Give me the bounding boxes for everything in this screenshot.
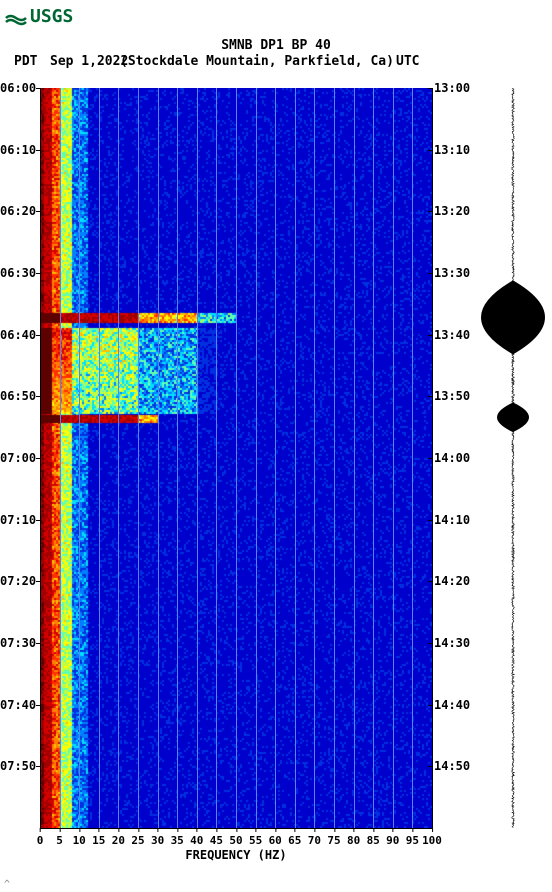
x-tick: 20 xyxy=(112,834,125,847)
x-tick: 75 xyxy=(327,834,340,847)
y-tick: 06:20 xyxy=(0,204,36,218)
x-tick: 25 xyxy=(131,834,144,847)
plot-border xyxy=(40,88,41,828)
logo-text: USGS xyxy=(30,6,73,27)
x-tick: 5 xyxy=(56,834,63,847)
x-tick: 0 xyxy=(37,834,44,847)
spectrogram-plot xyxy=(40,88,432,828)
x-tick: 30 xyxy=(151,834,164,847)
x-axis-label: FREQUENCY (HZ) xyxy=(40,848,432,862)
y-tick: 07:30 xyxy=(0,636,36,650)
usgs-logo: USGS xyxy=(4,4,73,28)
tz-right-label: UTC xyxy=(396,54,419,69)
y-tick: 06:40 xyxy=(0,328,36,342)
y-tick: 07:20 xyxy=(0,574,36,588)
x-tick: 90 xyxy=(386,834,399,847)
tz-left-label: PDT xyxy=(14,54,37,69)
location-label: (Stockdale Mountain, Parkfield, Ca) xyxy=(120,54,394,69)
y-tick: 06:10 xyxy=(0,143,36,157)
x-tick: 45 xyxy=(210,834,223,847)
x-tick: 65 xyxy=(288,834,301,847)
x-tick: 50 xyxy=(229,834,242,847)
y-tick: 07:10 xyxy=(0,513,36,527)
y-tick: 14:20 xyxy=(434,574,470,588)
y-tick: 07:40 xyxy=(0,698,36,712)
y-axis-left: 06:0006:1006:2006:3006:4006:5007:0007:10… xyxy=(0,88,40,828)
x-axis: 0510152025303540455055606570758085909510… xyxy=(40,830,432,850)
y-tick: 14:00 xyxy=(434,451,470,465)
x-tick: 10 xyxy=(73,834,86,847)
x-tick: 80 xyxy=(347,834,360,847)
x-tick: 40 xyxy=(190,834,203,847)
x-tick: 35 xyxy=(171,834,184,847)
x-tick: 85 xyxy=(367,834,380,847)
y-tick: 07:50 xyxy=(0,759,36,773)
x-tick: 95 xyxy=(406,834,419,847)
y-tick: 14:50 xyxy=(434,759,470,773)
x-tick: 100 xyxy=(422,834,442,847)
y-axis-right: 13:0013:1013:2013:3013:4013:5014:0014:10… xyxy=(434,88,474,828)
y-tick: 07:00 xyxy=(0,451,36,465)
y-tick: 13:50 xyxy=(434,389,470,403)
y-tick: 13:40 xyxy=(434,328,470,342)
y-tick: 06:00 xyxy=(0,81,36,95)
y-tick: 13:10 xyxy=(434,143,470,157)
seismogram-trace xyxy=(480,88,546,828)
y-tick: 14:10 xyxy=(434,513,470,527)
y-tick: 06:50 xyxy=(0,389,36,403)
y-tick: 14:40 xyxy=(434,698,470,712)
x-tick: 15 xyxy=(92,834,105,847)
x-tick: 70 xyxy=(308,834,321,847)
x-tick: 55 xyxy=(249,834,262,847)
y-tick: 13:00 xyxy=(434,81,470,95)
y-tick: 14:30 xyxy=(434,636,470,650)
date-label: Sep 1,2022 xyxy=(50,54,128,69)
x-tick: 60 xyxy=(269,834,282,847)
plot-border xyxy=(432,88,433,828)
footer-mark: ^ xyxy=(4,879,10,890)
y-tick: 13:30 xyxy=(434,266,470,280)
chart-title: SMNB DP1 BP 40 xyxy=(0,38,552,53)
y-tick: 06:30 xyxy=(0,266,36,280)
y-tick: 13:20 xyxy=(434,204,470,218)
